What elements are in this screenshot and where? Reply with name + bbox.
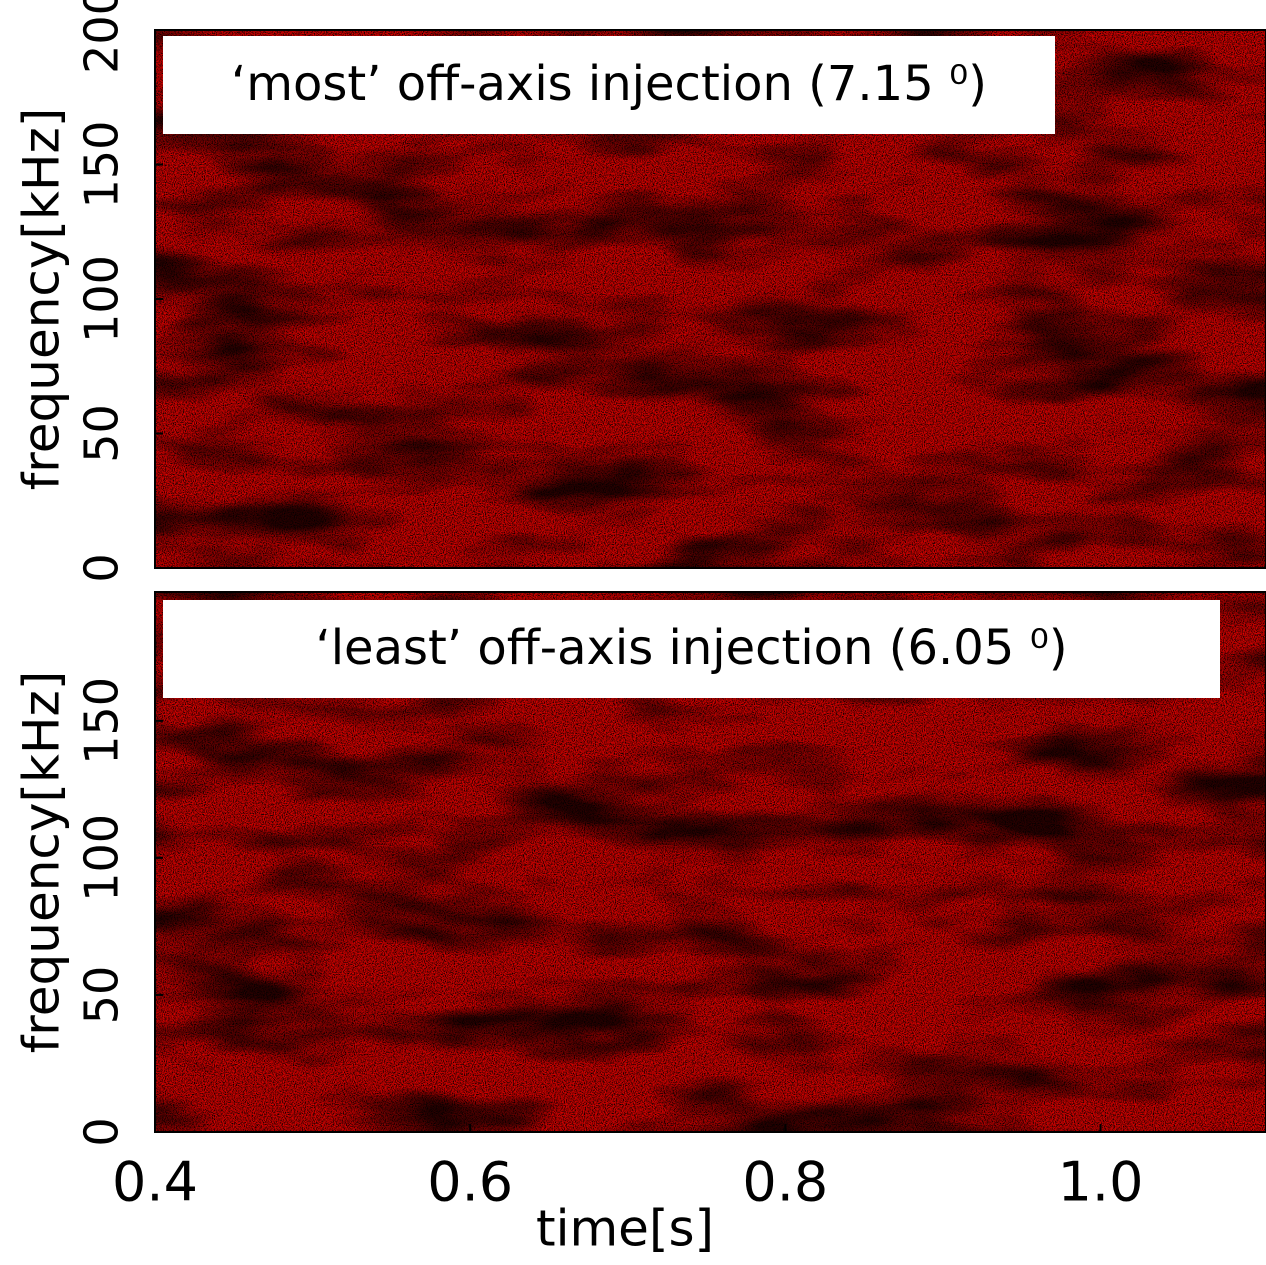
- y-tick-label: 50: [75, 966, 129, 1025]
- x-tick-label: 0.8: [742, 1151, 828, 1214]
- y-tick-label: 150: [75, 677, 129, 765]
- x-tick-label: 0.6: [427, 1151, 513, 1214]
- y-tick-label: 200: [75, 0, 129, 74]
- x-axis-label: time[s]: [536, 1200, 714, 1258]
- plot-frame: [154, 591, 1266, 1133]
- y-axis-label: frequency[kHz]: [13, 108, 71, 491]
- y-tick-label: 150: [75, 121, 129, 209]
- y-tick-label: 0: [75, 1117, 129, 1146]
- annotation: ‘most’ off-axis injection (7.15 ⁰): [231, 56, 987, 112]
- annotation-box: [163, 36, 1055, 134]
- y-tick-label: 50: [75, 404, 129, 463]
- annotation-box: [163, 600, 1220, 698]
- y-tick-label: 100: [75, 255, 129, 343]
- x-tick-label: 0.4: [112, 1151, 198, 1214]
- annotation: ‘least’ off-axis injection (6.05 ⁰): [315, 620, 1067, 676]
- y-axis-label: frequency[kHz]: [13, 671, 71, 1054]
- y-tick-label: 100: [75, 814, 129, 902]
- y-tick-label: 0: [75, 553, 129, 582]
- x-tick-label: 1.0: [1058, 1151, 1144, 1214]
